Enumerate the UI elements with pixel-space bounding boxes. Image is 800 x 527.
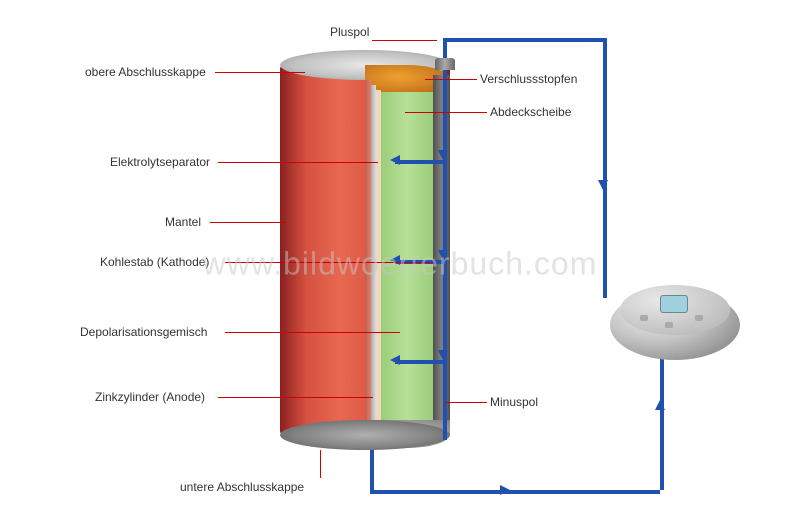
label-kohlestab: Kohlestab (Kathode) [100,255,209,269]
device-button [665,322,673,328]
cd-player-device [610,280,740,370]
label-line [372,40,437,41]
label-pluspol: Pluspol [330,25,369,39]
battery-diagram [280,50,450,450]
circuit-line [603,38,607,298]
label-line [405,112,487,113]
label-line [225,262,435,263]
depolarizer-layer [381,92,433,422]
arrow-icon [390,155,400,165]
label-zink: Zinkzylinder (Anode) [95,390,205,404]
positive-terminal [435,58,455,70]
arrow-icon [390,355,400,365]
circuit-line [395,160,443,164]
arrow-icon [438,350,448,360]
label-untere-kappe: untere Abschlusskappe [180,480,304,494]
label-line [218,397,373,398]
device-screen [660,295,688,313]
label-line [425,79,477,80]
label-verschluss: Verschlussstopfen [480,72,577,86]
label-abdeck: Abdeckscheibe [490,105,571,119]
label-obere-kappe: obere Abschlusskappe [85,65,206,79]
circuit-line [395,360,443,364]
arrow-icon [390,255,400,265]
circuit-line [443,38,603,42]
device-button [695,315,703,321]
label-line [320,450,321,478]
label-line [218,162,378,163]
label-line [215,72,305,73]
device-button [640,315,648,321]
battery-bottom [280,420,450,450]
circuit-line [370,490,660,494]
arrow-icon [655,400,665,410]
arrow-icon [438,250,448,260]
label-line [210,222,285,223]
label-mantel: Mantel [165,215,201,229]
label-depol: Depolarisationsgemisch [80,325,207,339]
label-line [445,402,487,403]
label-elektrolyt: Elektrolytseparator [110,155,210,169]
arrow-icon [438,150,448,160]
circuit-line [660,358,664,490]
label-minuspol: Minuspol [490,395,538,409]
circuit-line [370,450,374,490]
arrow-icon [598,180,608,190]
arrow-icon [500,485,510,495]
label-line [225,332,400,333]
